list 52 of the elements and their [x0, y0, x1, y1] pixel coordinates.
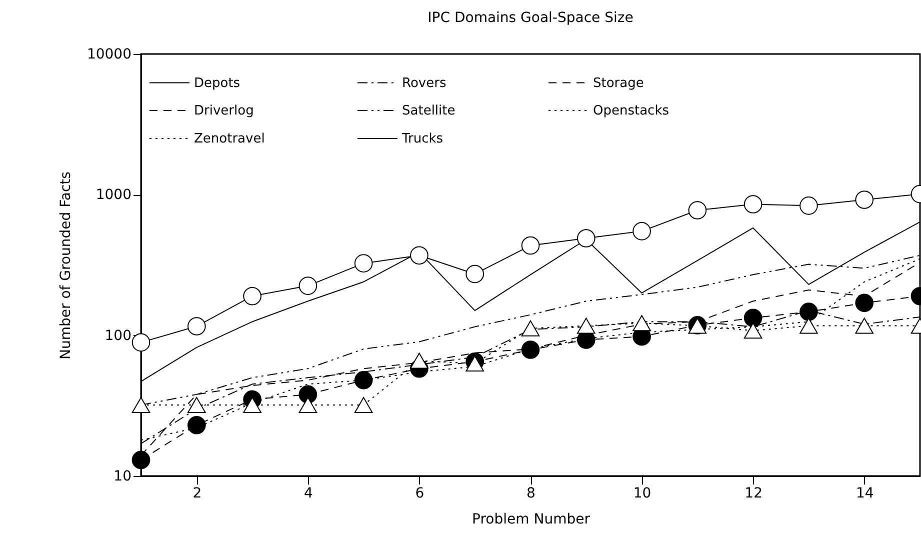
x-tick-label: 14 — [856, 486, 874, 502]
x-axis-title: Problem Number — [472, 512, 590, 528]
point — [187, 416, 206, 434]
x-tick-label: 10 — [633, 486, 652, 502]
point — [576, 318, 596, 334]
point — [354, 371, 373, 390]
point — [800, 196, 818, 215]
x-tick-label: 8 — [526, 486, 536, 502]
point — [688, 201, 707, 220]
y-tick-label: 1000 — [96, 187, 132, 204]
x-tick-label: 6 — [415, 486, 424, 502]
point — [132, 333, 150, 352]
point — [632, 222, 651, 240]
point — [855, 294, 874, 312]
point — [243, 286, 262, 306]
legend-label: Satellite — [402, 104, 456, 118]
point — [744, 308, 762, 328]
point — [800, 318, 818, 334]
point — [800, 302, 818, 321]
point — [744, 195, 762, 214]
y-tick-label: 100 — [104, 328, 132, 344]
point — [466, 356, 484, 372]
point — [466, 264, 484, 284]
legend-label: Driverlog — [194, 104, 254, 118]
point — [855, 190, 874, 209]
point — [410, 246, 428, 265]
point — [521, 320, 540, 336]
y-tick-label: 10 — [114, 468, 132, 484]
point — [576, 229, 596, 248]
point — [632, 315, 651, 332]
point — [521, 236, 540, 255]
legend-label: Openstacks — [593, 104, 670, 118]
chart-title: IPC Domains Goal-Space Size — [428, 10, 634, 26]
y-tick-label: 10000 — [86, 46, 132, 62]
legend-label: Trucks — [401, 132, 444, 146]
point — [132, 450, 150, 470]
point — [298, 276, 318, 295]
legend-label: Storage — [593, 76, 644, 91]
x-tick-label: 12 — [744, 486, 762, 502]
x-tick-label: 4 — [304, 486, 313, 502]
y-axis-title: Number of Grounded Facts — [58, 172, 74, 360]
point — [521, 340, 540, 359]
point — [354, 254, 373, 272]
legend-label: Rovers — [402, 76, 446, 91]
point — [744, 322, 762, 339]
point — [187, 317, 206, 336]
legend-label: Depots — [194, 76, 240, 91]
legend-label: Zenotravel — [194, 132, 265, 146]
point — [243, 396, 262, 413]
x-tick-label: 2 — [192, 486, 202, 502]
point — [855, 318, 874, 334]
point — [187, 396, 206, 413]
